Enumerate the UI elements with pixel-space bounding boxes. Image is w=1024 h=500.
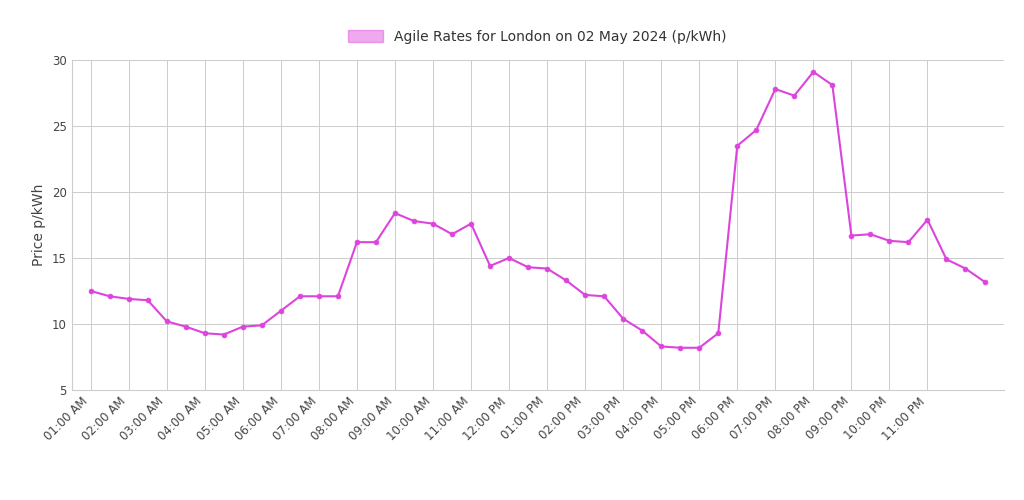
Legend: Agile Rates for London on 02 May 2024 (p/kWh): Agile Rates for London on 02 May 2024 (p… [343,24,732,49]
Y-axis label: Price p/kWh: Price p/kWh [33,184,46,266]
